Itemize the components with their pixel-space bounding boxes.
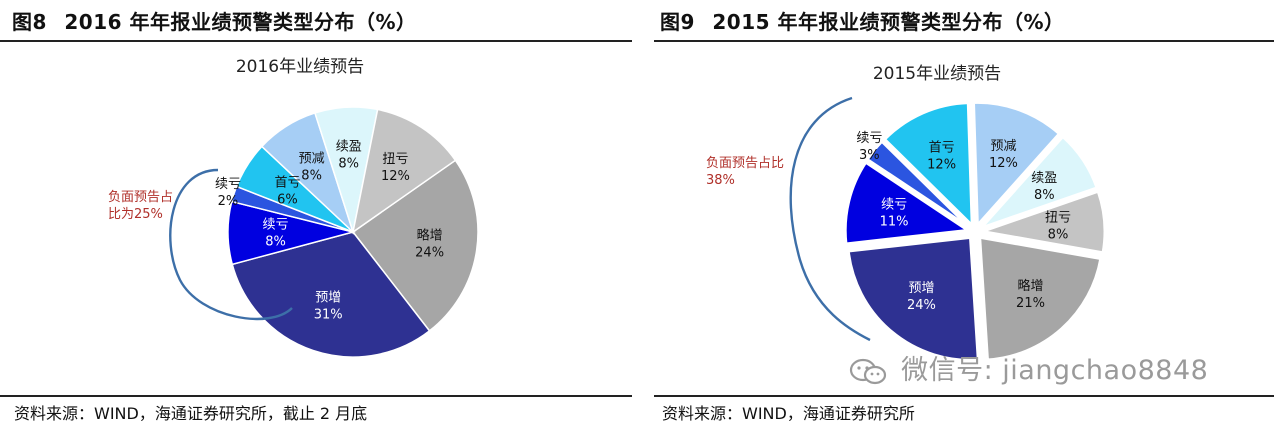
slice-value-label: 31% xyxy=(314,307,343,322)
figure-8-top-rule xyxy=(0,40,632,42)
slice-value-label: 8% xyxy=(1034,188,1055,203)
pie-title: 2015年业绩预告 xyxy=(873,64,1001,84)
slice-value-label: 8% xyxy=(338,157,359,172)
slice-name-label: 扭亏 xyxy=(1045,210,1071,225)
pie-slice-1 xyxy=(846,235,980,362)
slice-value-label: 2% xyxy=(218,194,239,209)
figure-9-top-rule xyxy=(654,40,1274,42)
figure-8-title: 图8 2016 年年报业绩预警类型分布（%） xyxy=(12,6,417,35)
slice-name-label: 续盈 xyxy=(336,140,362,155)
negative-forecast-annotation: 负面预告占比 xyxy=(706,156,784,171)
slice-name-label: 扭亏 xyxy=(382,152,408,167)
slice-value-label: 24% xyxy=(907,298,936,313)
slice-name-label: 续亏 xyxy=(215,177,241,192)
pie-slice-6 xyxy=(975,134,1099,232)
wechat-watermark: 微信号: jiangchao8848 xyxy=(848,348,1208,387)
slice-value-label: 8% xyxy=(301,168,322,183)
slice-name-label: 首亏 xyxy=(929,141,955,156)
slice-name-label: 预增 xyxy=(315,290,341,305)
slice-value-label: 21% xyxy=(1016,296,1045,311)
slice-value-label: 12% xyxy=(381,169,410,184)
slice-value-label: 24% xyxy=(415,246,444,261)
slice-value-label: 3% xyxy=(859,148,880,163)
slice-name-label: 首亏 xyxy=(274,176,300,191)
figure-9-title: 图9 2015 年年报业绩预警类型分布（%） xyxy=(660,6,1065,35)
pie-slice-7 xyxy=(351,108,457,234)
slice-value-label: 12% xyxy=(989,156,1018,171)
slice-name-label: 预减 xyxy=(299,151,325,166)
figure-8-caption: 2016 年年报业绩预警类型分布（%） xyxy=(64,10,417,34)
figure-8-panel: 图8 2016 年年报业绩预警类型分布（%） 2016年业绩预告略增 24% 预增 3… xyxy=(0,6,632,423)
negative-forecast-annotation: 负面预告占 xyxy=(108,190,173,205)
pie-slice-3 xyxy=(865,139,971,229)
slice-name-label: 预增 xyxy=(908,281,934,296)
pie-slice-2 xyxy=(843,160,973,246)
pie-slice-4 xyxy=(882,101,974,230)
negative-forecast-annotation: 比为25% xyxy=(108,207,163,222)
slice-name-label: 续亏 xyxy=(262,218,288,233)
pie-slices xyxy=(843,100,1107,362)
figure-9-source: 资料来源：WIND，海通证券研究所 xyxy=(662,404,915,423)
negative-forecast-bracket xyxy=(169,168,293,321)
figure-9-panel: 图9 2015 年年报业绩预警类型分布（%） 2015年业绩预告 略增 21% 预增 2… xyxy=(642,0,1280,427)
slice-value-label: 12% xyxy=(927,158,956,173)
slice-name-label: 续亏 xyxy=(856,131,882,146)
negative-forecast-annotation: 38% xyxy=(706,173,735,188)
pie-slice-1 xyxy=(231,231,431,358)
wechat-icon xyxy=(849,358,887,384)
slice-value-label: 6% xyxy=(277,193,298,208)
figure-8-bottom-rule xyxy=(0,395,632,397)
pie-slice-5 xyxy=(971,100,1062,230)
slice-value-label: 8% xyxy=(1048,227,1069,242)
pie-slice-7 xyxy=(976,189,1107,255)
slice-value-label: 11% xyxy=(880,214,909,229)
slice-name-label: 略增 xyxy=(417,228,443,244)
pie-title: 2016年业绩预告 xyxy=(236,57,364,77)
figure-8-label: 图8 xyxy=(12,10,47,34)
slice-name-label: 略增 xyxy=(1018,278,1044,294)
figure-9-label: 图9 xyxy=(660,10,695,34)
pie-slice-0 xyxy=(978,235,1103,362)
figure-9-caption: 2015 年年报业绩预警类型分布（%） xyxy=(712,10,1065,34)
pie-slices xyxy=(227,106,479,358)
slice-name-label: 预减 xyxy=(990,139,1016,154)
watermark-text: 微信号: jiangchao8848 xyxy=(901,355,1209,386)
slice-value-label: 8% xyxy=(265,235,286,250)
slice-name-label: 续亏 xyxy=(881,197,907,212)
figure-8-source: 资料来源：WIND，海通证券研究所，截止 2 月底 xyxy=(14,404,368,423)
pie-slice-0 xyxy=(351,159,479,332)
slice-name-label: 续盈 xyxy=(1031,171,1057,186)
figure-9-bottom-rule xyxy=(654,395,1274,397)
negative-forecast-bracket xyxy=(789,96,871,342)
